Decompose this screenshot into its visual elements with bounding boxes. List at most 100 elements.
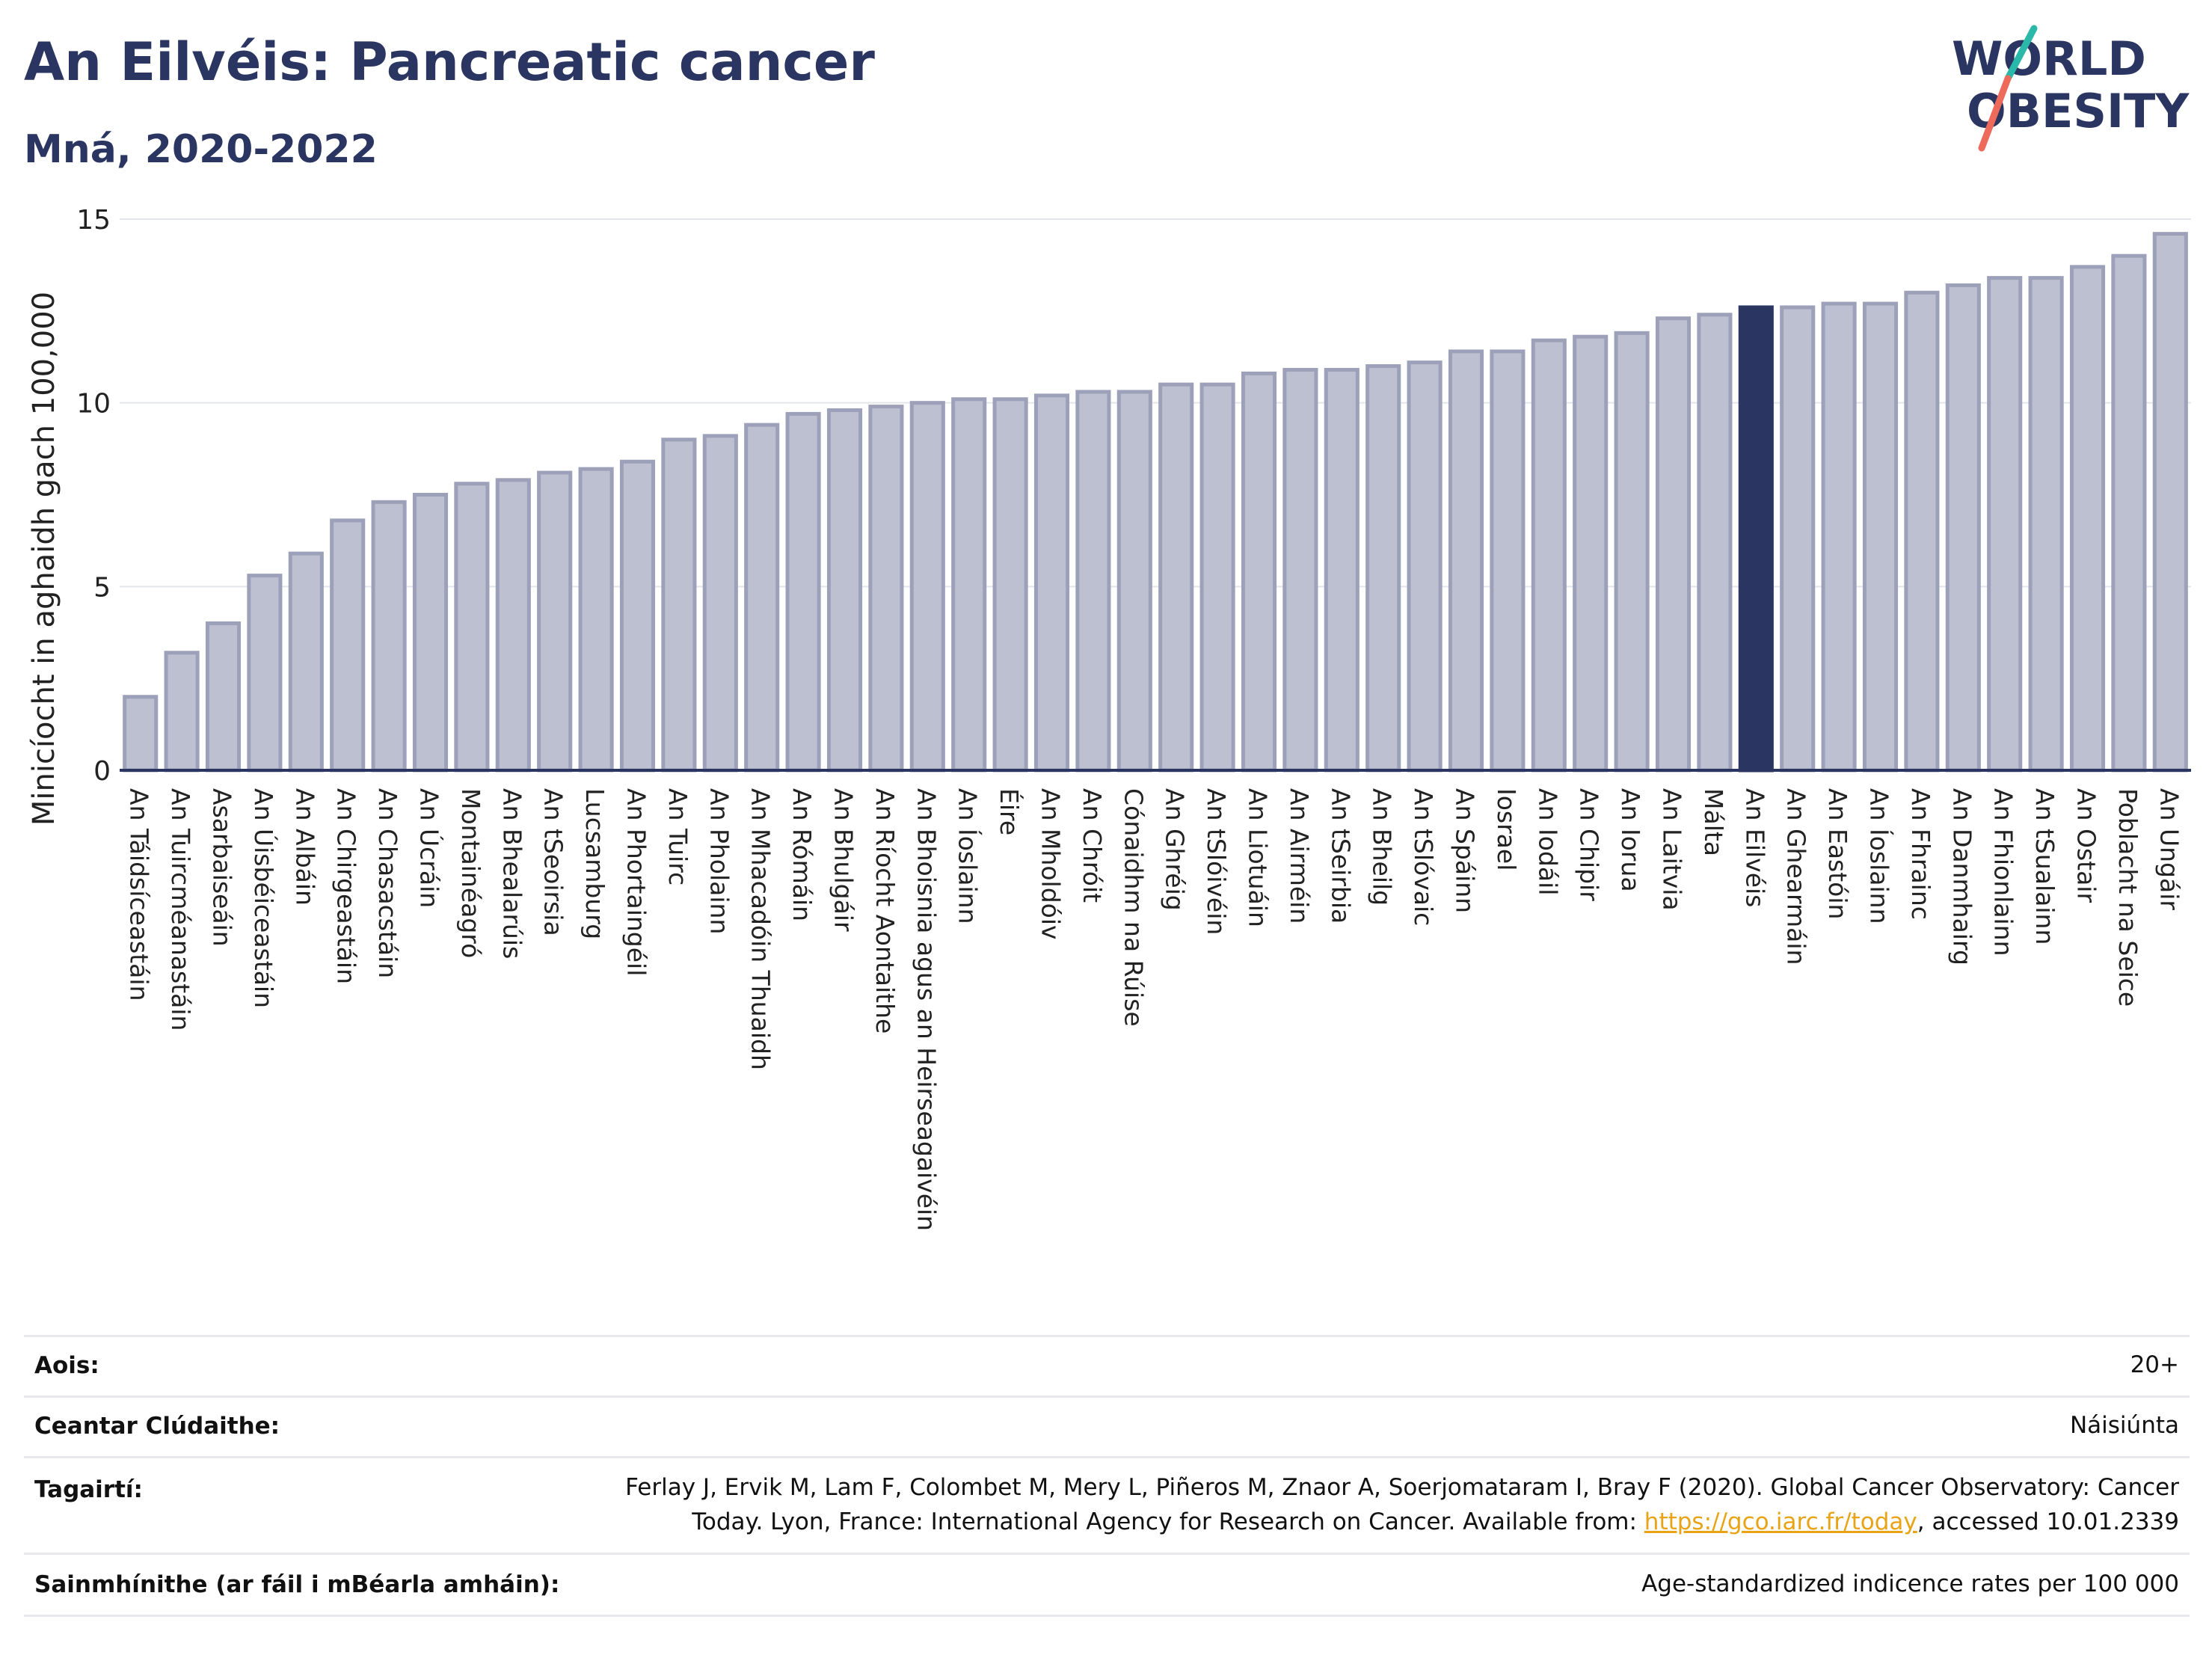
- y-tick-label: 10: [76, 389, 111, 420]
- bar: [1490, 349, 1526, 773]
- x-tick-label: Asarbaiseáin: [208, 788, 237, 947]
- bar: [2152, 232, 2188, 773]
- world-obesity-logo: WORLD OBESITY: [1952, 25, 2190, 152]
- x-tick-label: An Mhacadóin Thuaidh: [746, 788, 775, 1070]
- x-tick-label: An Chipir: [1575, 788, 1604, 901]
- x-tick-label: An tSlóivéin: [1202, 788, 1231, 935]
- info-value: Age-standardized indicence rates per 100…: [1641, 1570, 2179, 1597]
- x-tick-label: An Airméin: [1285, 788, 1314, 924]
- bar: [1199, 382, 1235, 773]
- x-tick-label: An Fhionlainn: [1989, 788, 2018, 957]
- x-tick-label: An Tuirc: [663, 788, 692, 885]
- x-tick-label: An Fhrainc: [1906, 788, 1935, 920]
- x-tick-label: An Ostair: [2072, 788, 2101, 903]
- x-tick-label: An Iorua: [1616, 788, 1645, 892]
- bar: [1945, 283, 1981, 773]
- bar: [1987, 276, 2023, 773]
- chart-bars: [120, 232, 2191, 773]
- x-tick-label: An Táidsíceastáin: [125, 788, 154, 1001]
- bar: [661, 437, 697, 773]
- x-tick-label: Éire: [995, 788, 1024, 835]
- bar: [1531, 338, 1567, 773]
- bar: [2069, 265, 2106, 773]
- bar: [2028, 276, 2064, 773]
- info-row-references: Tagairtí: Ferlay J, Ervik M, Lam F, Colo…: [24, 1456, 2190, 1553]
- x-tick-label: An Íoslainn: [1865, 788, 1895, 924]
- info-label: Sainmhínithe (ar fáil i mBéarla amháin):: [34, 1571, 560, 1598]
- x-tick-label: An Pholainn: [704, 788, 734, 934]
- info-label: Ceantar Clúdaithe:: [34, 1413, 280, 1440]
- bar: [205, 621, 242, 773]
- x-tick-label: An Eilvéis: [1740, 788, 1769, 907]
- x-tick-label: An Danmhairg: [1947, 788, 1976, 965]
- x-tick-label: An Tuircméanastáin: [166, 788, 195, 1031]
- x-tick-label: An Bhealarúis: [497, 788, 526, 959]
- bar: [495, 478, 531, 773]
- x-tick-label: An tSlóvaic: [1409, 788, 1438, 926]
- bar: [744, 423, 780, 773]
- bar: [1324, 367, 1360, 773]
- x-tick-label: An Úisbéiceastáin: [249, 788, 279, 1008]
- bar: [454, 482, 490, 773]
- x-tick-label: An tSeoirsia: [539, 788, 568, 936]
- bar: [992, 397, 1028, 773]
- info-label: Tagairtí:: [34, 1476, 143, 1503]
- bar: [247, 574, 283, 773]
- x-tick-label: An Liotuáin: [1244, 788, 1273, 927]
- references-text: Ferlay J, Ervik M, Lam F, Colombet M, Me…: [625, 1470, 2179, 1539]
- bar-highlighted: [1738, 305, 1774, 773]
- references-line2: Today. Lyon, France: International Agenc…: [692, 1508, 2179, 1535]
- x-tick-label: An Bhulgáir: [829, 788, 858, 932]
- bar: [868, 405, 904, 773]
- x-tick-label: Iosrael: [1492, 788, 1521, 871]
- x-tick-label: Cónaidhm na Rúise: [1119, 788, 1148, 1027]
- bar: [1780, 305, 1816, 773]
- logo-slash-teal: [2004, 25, 2038, 82]
- x-tick-label: An Íoslainn: [953, 788, 983, 924]
- bar: [1365, 364, 1401, 773]
- y-tick-label: 5: [93, 572, 111, 603]
- bar: [1282, 367, 1318, 773]
- bar: [619, 459, 656, 773]
- bar: [371, 500, 407, 773]
- bar: [578, 467, 614, 773]
- y-tick-label: 15: [76, 205, 111, 236]
- y-axis-ticks: 0 5 10 15: [76, 205, 111, 787]
- bar: [1075, 390, 1111, 773]
- bar: [909, 401, 945, 773]
- bar: [1614, 331, 1650, 773]
- x-tick-label: An Laitvia: [1658, 788, 1687, 911]
- bar: [2111, 254, 2147, 773]
- x-tick-label: An Chróit: [1078, 788, 1107, 903]
- x-tick-label: An Eastóin: [1823, 788, 1852, 919]
- info-label: Aois:: [34, 1352, 99, 1379]
- page-title: An Eilvéis: Pancreatic cancer: [24, 31, 875, 93]
- bar: [1655, 316, 1692, 773]
- bar: [1573, 334, 1609, 773]
- x-tick-label: An tSeirbia: [1326, 788, 1355, 924]
- references-link[interactable]: https://gco.iarc.fr/today: [1644, 1508, 1917, 1535]
- bar: [702, 434, 738, 773]
- bar: [826, 408, 863, 773]
- logo-slash-coral: [1978, 75, 2012, 152]
- bar: [1033, 393, 1070, 773]
- bar: [1697, 313, 1733, 773]
- x-tick-label: An Chasacstáin: [373, 788, 402, 978]
- bar: [330, 518, 366, 773]
- bar: [1862, 301, 1899, 773]
- info-value: 20+: [2130, 1351, 2179, 1378]
- references-line1: Ferlay J, Ervik M, Lam F, Colombet M, Me…: [625, 1474, 2179, 1501]
- bar-chart: 0 5 10 15 An Táidsíceastáin An Tuircméanastá…: [27, 205, 2191, 1231]
- logo-line1: WORLD: [1952, 31, 2146, 86]
- x-tick-label: An tSualainn: [2030, 788, 2059, 945]
- x-tick-label: Poblacht na Seice: [2113, 788, 2142, 1007]
- x-tick-label: An Mholdóiv: [1036, 788, 1066, 940]
- x-tick-label: Lucsamburg: [580, 788, 609, 939]
- x-tick-label: An Spáinn: [1451, 788, 1480, 913]
- x-tick-label: An Rómáin: [787, 788, 817, 921]
- x-tick-label: An Ghréig: [1161, 788, 1190, 911]
- page-subtitle: Mná, 2020-2022: [24, 127, 378, 172]
- x-tick-label: An Úcráin: [415, 788, 445, 908]
- bar: [537, 470, 573, 773]
- x-tick-label: An Ghearmáin: [1782, 788, 1811, 965]
